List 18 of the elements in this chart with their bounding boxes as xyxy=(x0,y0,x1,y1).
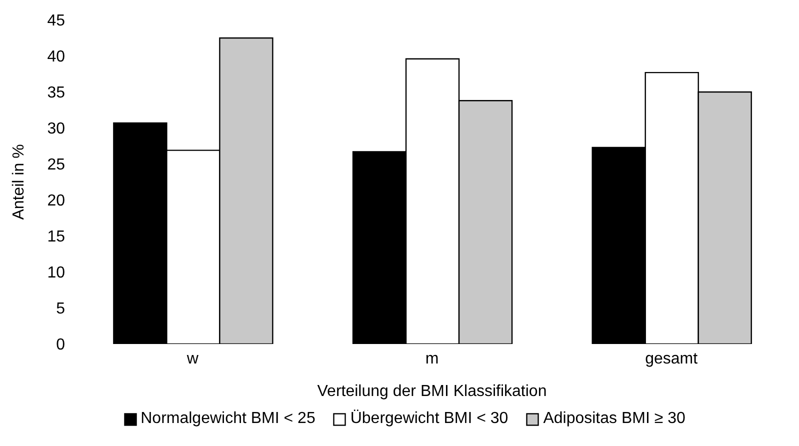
y-tick-label: 35 xyxy=(47,84,66,102)
y-tick-label: 20 xyxy=(47,192,66,210)
legend-label: Normalgewicht BMI < 25 xyxy=(140,410,316,428)
x-tick-label: gesamt xyxy=(645,350,698,368)
y-tick-label: 10 xyxy=(47,264,66,282)
legend-label: Übergewicht BMI < 30 xyxy=(350,410,508,428)
x-tick-label: m xyxy=(425,350,439,368)
y-tick-label: 25 xyxy=(47,156,66,174)
x-tick-label: w xyxy=(186,350,199,368)
y-tick-label: 30 xyxy=(47,120,66,138)
y-axis-title: Anteil in % xyxy=(10,144,28,220)
y-tick-label: 40 xyxy=(47,48,66,66)
y-tick-label: 15 xyxy=(47,228,66,246)
y-tick-label: 0 xyxy=(56,336,66,354)
y-tick-label: 45 xyxy=(47,12,66,30)
x-axis-title: Verteilung der BMI Klassifikation xyxy=(317,383,547,400)
legend-label: Adipositas BMI ≥ 30 xyxy=(543,410,686,428)
y-tick-label: 5 xyxy=(56,300,66,318)
